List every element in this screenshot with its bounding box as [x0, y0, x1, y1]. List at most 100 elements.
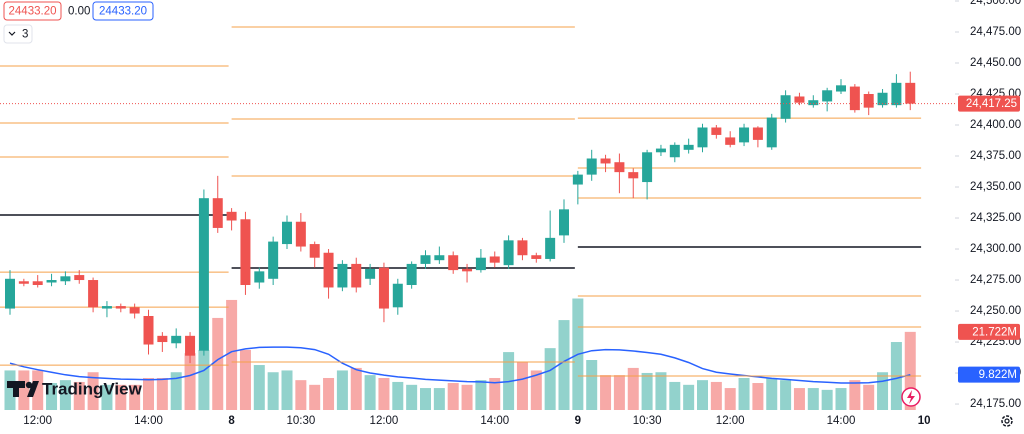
y-tick-label: 24,325.00 — [970, 212, 1021, 224]
volume-bar — [793, 388, 805, 410]
candle-body — [489, 256, 500, 263]
y-tick-label: 24,250.00 — [970, 305, 1021, 317]
volume-bar — [156, 377, 168, 410]
volume-bar — [835, 388, 847, 410]
volume-bar — [170, 372, 182, 410]
candle-body — [434, 255, 445, 261]
x-tick-label: 10:30 — [286, 415, 315, 427]
x-tick-label: 8 — [228, 415, 235, 427]
candle-body — [295, 221, 306, 247]
candle-body — [766, 117, 777, 148]
volume-bar — [475, 380, 487, 410]
candle-body — [586, 158, 597, 175]
volume-bar — [336, 370, 348, 410]
volume-bar — [586, 360, 598, 410]
x-tick-label: 12:00 — [23, 415, 52, 427]
volume-bar — [877, 372, 889, 410]
volume-bar — [309, 384, 321, 410]
candle-body — [309, 244, 320, 258]
y-tick-label: 24,450.00 — [970, 57, 1021, 69]
x-tick-label: 14:00 — [480, 415, 509, 427]
candle-body — [212, 198, 223, 228]
volume-ma-line — [9, 346, 911, 384]
volume-bar — [364, 375, 376, 410]
candle-body — [185, 335, 196, 356]
candle-body — [808, 100, 819, 106]
candle-body — [836, 85, 846, 92]
volume-bar — [697, 380, 708, 410]
x-tick-label: 14:00 — [827, 415, 856, 427]
logo-text: TradingView — [42, 379, 143, 398]
candle-body — [143, 315, 154, 345]
logo: TradingView — [7, 379, 143, 398]
candle-body — [794, 96, 805, 103]
volume-bar — [669, 381, 681, 410]
volume-bar — [433, 388, 445, 410]
price-label: 9.822M — [979, 369, 1017, 381]
volume-bar — [752, 383, 764, 410]
candle-body — [739, 127, 750, 143]
candle-body — [697, 127, 708, 148]
volume-bar — [627, 367, 639, 410]
price-label: 24,417.25 — [966, 98, 1017, 110]
indicator-toggle[interactable] — [3, 24, 33, 44]
volume-bar — [447, 383, 459, 410]
candle-body — [559, 209, 569, 236]
candle-body — [863, 94, 874, 108]
y-tick-label: 24,275.00 — [970, 274, 1021, 286]
settings-icon[interactable] — [1001, 415, 1013, 427]
candle-body — [226, 211, 237, 221]
x-tick-label: 14:00 — [134, 415, 163, 427]
volume-bar — [281, 370, 293, 410]
volume-bar — [613, 375, 625, 410]
candle-body — [711, 127, 722, 135]
volume-bar — [863, 384, 875, 410]
volume-bar — [350, 367, 362, 410]
legend-box — [3, 1, 62, 21]
candle-body — [517, 240, 528, 256]
chevron — [8, 31, 16, 36]
axes: 24,175.0024,200.0024,225.0024,250.0024,2… — [23, 0, 1021, 427]
plot-area — [0, 26, 955, 410]
x-tick-label: 12:00 — [716, 415, 745, 427]
x-tick-label: 10 — [918, 415, 931, 427]
candle-body — [780, 95, 791, 119]
candle-body — [60, 276, 71, 282]
lightning-icon[interactable] — [901, 387, 921, 407]
price-label: 21.722M — [972, 326, 1017, 338]
volume-bar — [516, 362, 528, 410]
candle-body — [614, 162, 625, 173]
candle-body — [115, 306, 126, 309]
volume-bar — [683, 384, 695, 410]
volume-bar — [766, 377, 778, 410]
volume-bar — [87, 372, 99, 410]
volume-bar — [641, 372, 653, 410]
candle-body — [198, 198, 209, 351]
y-tick-label: 24,300.00 — [970, 243, 1021, 255]
candle-body — [628, 172, 639, 179]
candle-body — [268, 241, 279, 279]
x-tick-label: 9 — [575, 415, 581, 427]
candle-body — [683, 144, 694, 150]
volume-bar — [59, 380, 71, 410]
volume-bar — [32, 370, 44, 410]
candle-body — [669, 144, 680, 158]
volume-bar — [267, 372, 279, 410]
candle-body — [531, 255, 542, 259]
volume-bar — [904, 331, 916, 410]
volume-bar — [295, 380, 307, 410]
volume-bar — [807, 388, 819, 410]
candle-body — [88, 280, 99, 308]
volume-bar — [655, 372, 667, 410]
volume-bar — [378, 377, 390, 410]
candle-body — [822, 90, 833, 102]
candle-body — [351, 263, 362, 288]
candle-body — [503, 240, 514, 266]
volume-bar — [46, 383, 58, 410]
volume-bar — [129, 384, 141, 410]
volume-bar — [710, 381, 722, 410]
candle-body — [254, 271, 265, 283]
candle-body — [600, 158, 611, 164]
